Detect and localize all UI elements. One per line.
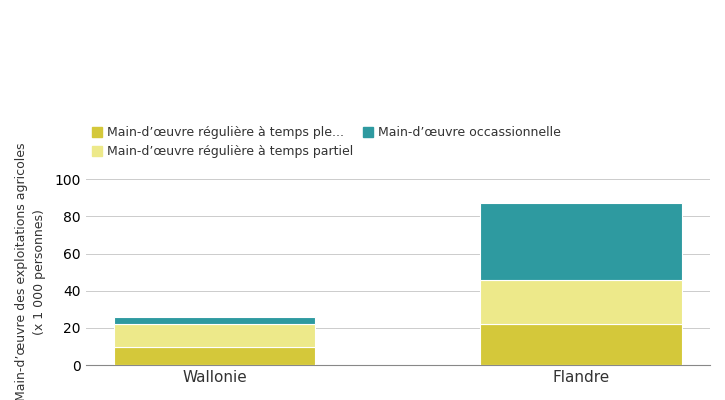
Bar — [480, 280, 682, 324]
Bar — [114, 346, 315, 365]
Bar — [114, 317, 315, 324]
Y-axis label: Main-d’œuvre des exploitations agricoles
(x 1 000 personnes): Main-d’œuvre des exploitations agricoles… — [15, 143, 46, 400]
Bar — [480, 324, 682, 365]
Legend: Main-d’œuvre régulière à temps ple..., Main-d’œuvre régulière à temps partiel, M: Main-d’œuvre régulière à temps ple..., M… — [92, 126, 561, 158]
Bar — [114, 324, 315, 346]
Bar — [480, 204, 682, 280]
